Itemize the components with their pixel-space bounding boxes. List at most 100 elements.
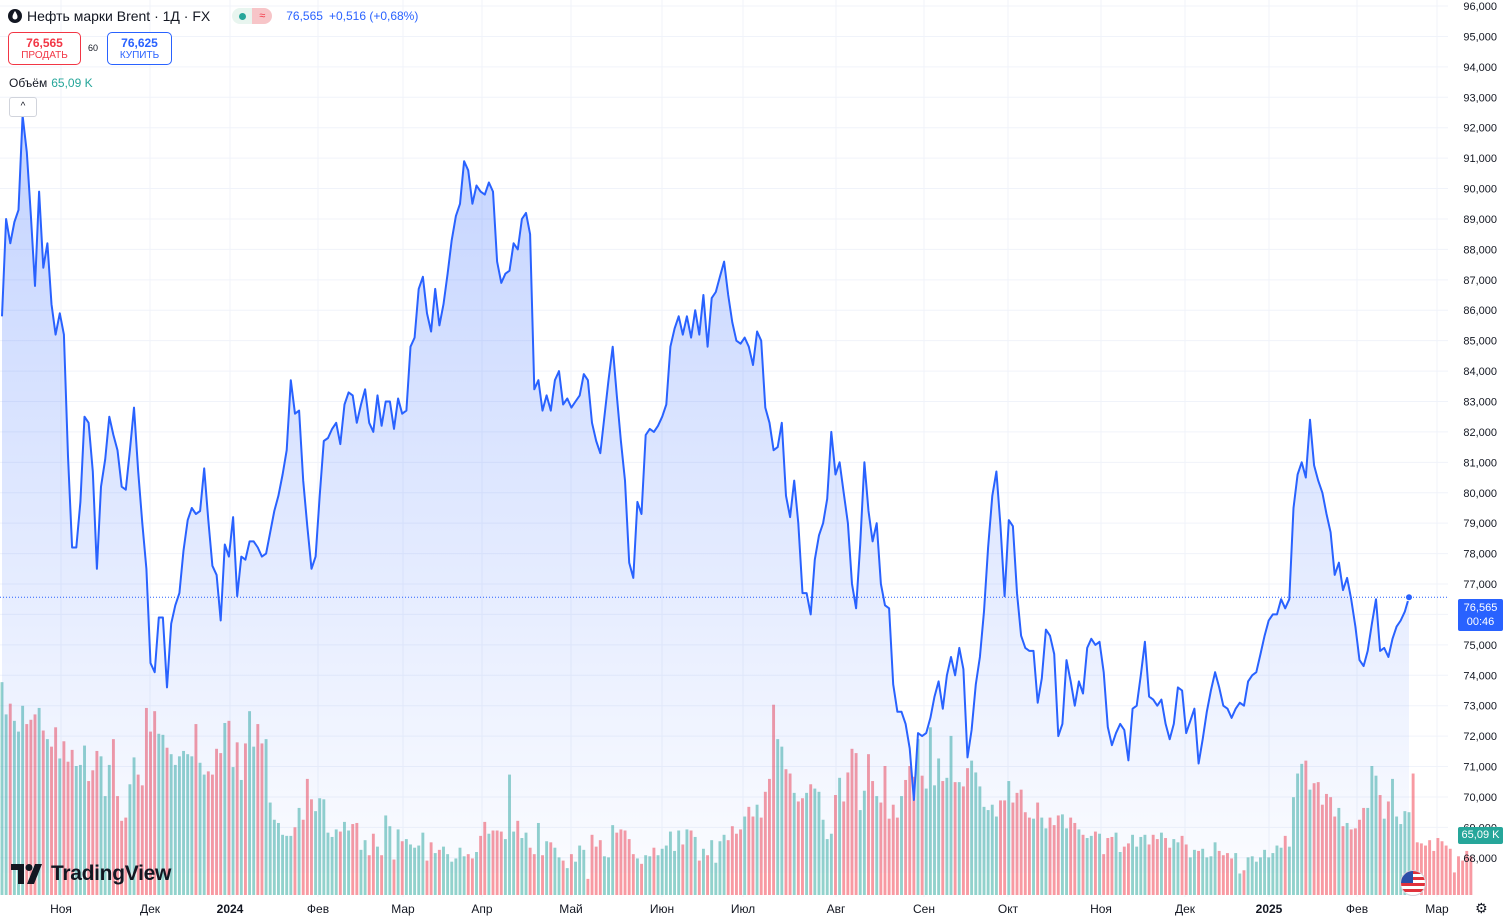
y-tick-label: 75,000 — [1463, 640, 1497, 652]
volume-bar — [1428, 840, 1432, 895]
x-tick-label: Дек — [1175, 902, 1196, 916]
bar-countdown: 00:46 — [1466, 616, 1495, 628]
volume-bar — [1221, 855, 1225, 895]
price-area-fill — [2, 115, 1409, 874]
volume-bar — [1419, 843, 1423, 895]
us-flag-icon[interactable] — [1400, 870, 1426, 896]
delayed-data-icon: ≈ — [252, 8, 273, 24]
volume-bar — [1432, 850, 1436, 895]
x-tick-label: Ноя — [50, 902, 72, 916]
tradingview-wordmark: TradingView — [51, 862, 172, 885]
volume-bar — [1457, 856, 1460, 895]
volume-bar — [446, 854, 450, 895]
volume-bar — [1444, 845, 1448, 895]
x-tick-label: Фев — [1346, 902, 1368, 916]
volume-bar — [367, 855, 371, 895]
volume-bar — [1234, 853, 1238, 895]
price-line — [1, 114, 1410, 801]
y-tick-label: 85,000 — [1463, 336, 1497, 348]
volume-bar — [706, 855, 710, 895]
market-status-pill[interactable]: ≈ — [232, 8, 273, 24]
volume-bar — [1118, 852, 1122, 895]
x-tick-label: Авг — [827, 902, 846, 916]
volume-bar — [1188, 857, 1192, 895]
tradingview-logo[interactable]: TradingView — [11, 862, 171, 886]
symbol-title[interactable]: Нефть марки Brent · 1Д · FX — [27, 8, 211, 24]
y-tick-label: 84,000 — [1463, 366, 1497, 378]
header-change: +0,516 (+0,68%) — [328, 9, 419, 23]
volume-bar — [454, 858, 458, 895]
volume-bar — [1226, 853, 1229, 895]
volume-bar — [1209, 856, 1213, 895]
volume-bar — [640, 863, 643, 895]
y-tick-label: 82,000 — [1463, 427, 1497, 439]
y-tick-label: 71,000 — [1463, 762, 1497, 774]
volume-bar — [450, 861, 454, 895]
y-tick-label: 93,000 — [1463, 92, 1497, 104]
buy-button[interactable]: 76,625 КУПИТЬ — [107, 32, 172, 65]
y-tick-label: 70,000 — [1463, 792, 1497, 804]
volume-bar — [561, 860, 565, 895]
volume-bar — [644, 855, 648, 895]
x-tick-label: 2025 — [1256, 902, 1283, 916]
x-tick-label: Окт — [998, 902, 1019, 916]
y-tick-label: 86,000 — [1463, 305, 1497, 317]
tradingview-logo-icon — [11, 864, 42, 884]
volume-bar — [565, 868, 569, 895]
oil-drop-icon — [8, 9, 22, 23]
collapse-legend-button[interactable]: ^ — [9, 97, 37, 117]
volume-bar — [586, 878, 590, 895]
y-tick-label: 68,000 — [1463, 853, 1497, 865]
y-tick-label: 94,000 — [1463, 62, 1497, 74]
y-tick-label: 95,000 — [1463, 31, 1497, 43]
x-tick-label: 2024 — [217, 902, 244, 916]
x-tick-label: Июн — [650, 902, 674, 916]
volume-bar — [1254, 861, 1258, 895]
y-tick-label: 80,000 — [1463, 488, 1497, 500]
volume-bar — [1238, 873, 1242, 895]
volume-bar — [425, 860, 429, 895]
volume-bar — [574, 861, 577, 895]
volume-bar — [656, 855, 660, 895]
x-tick-label: Фев — [307, 902, 329, 916]
volume-bar — [541, 855, 544, 895]
volume-bar — [532, 854, 536, 895]
volume-bar — [635, 858, 639, 895]
last-price-dot — [1405, 593, 1413, 602]
x-tick-label: Сен — [913, 902, 935, 916]
x-tick-label: Дек — [140, 902, 161, 916]
y-tick-label: 91,000 — [1463, 153, 1497, 165]
volume-bar — [557, 857, 561, 895]
gear-icon[interactable]: ⚙ — [1475, 900, 1488, 916]
x-tick-label: Май — [559, 902, 583, 916]
volume-label: Объём — [9, 76, 48, 90]
buy-price: 76,625 — [121, 35, 158, 50]
volume-bar — [1469, 856, 1473, 895]
volume-bar — [631, 854, 635, 895]
volume-tag: 65,09 K — [1458, 827, 1503, 844]
volume-bar — [1102, 854, 1106, 895]
volume-bar — [392, 859, 396, 895]
volume-bar — [1448, 848, 1452, 895]
volume-bar — [433, 853, 437, 895]
x-tick-label: Июл — [731, 902, 755, 916]
y-axis: 68,00069,00070,00071,00072,00073,00074,0… — [1463, 1, 1497, 865]
volume-bar — [1465, 850, 1469, 895]
y-tick-label: 73,000 — [1463, 701, 1497, 713]
volume-bar — [1242, 870, 1246, 895]
volume-legend[interactable]: Объём 65,09 K — [9, 76, 93, 90]
x-tick-label: Мар — [391, 902, 415, 916]
volume-bar — [569, 854, 573, 895]
y-tick-label: 79,000 — [1463, 518, 1497, 530]
volume-bar — [462, 856, 466, 895]
y-tick-label: 89,000 — [1463, 214, 1497, 226]
x-tick-label: Апр — [471, 902, 493, 916]
spread-value: 60 — [88, 43, 99, 53]
volume-bar — [1250, 856, 1254, 895]
volume-bar — [1452, 872, 1456, 895]
header-last-price: 76,565 — [286, 9, 323, 23]
x-tick-label: Мар — [1425, 902, 1449, 916]
sell-button[interactable]: 76,565 ПРОДАТЬ — [8, 32, 81, 65]
symbol-header: Нефть марки Brent · 1Д · FX ≈ 76,565 +0,… — [8, 6, 418, 26]
